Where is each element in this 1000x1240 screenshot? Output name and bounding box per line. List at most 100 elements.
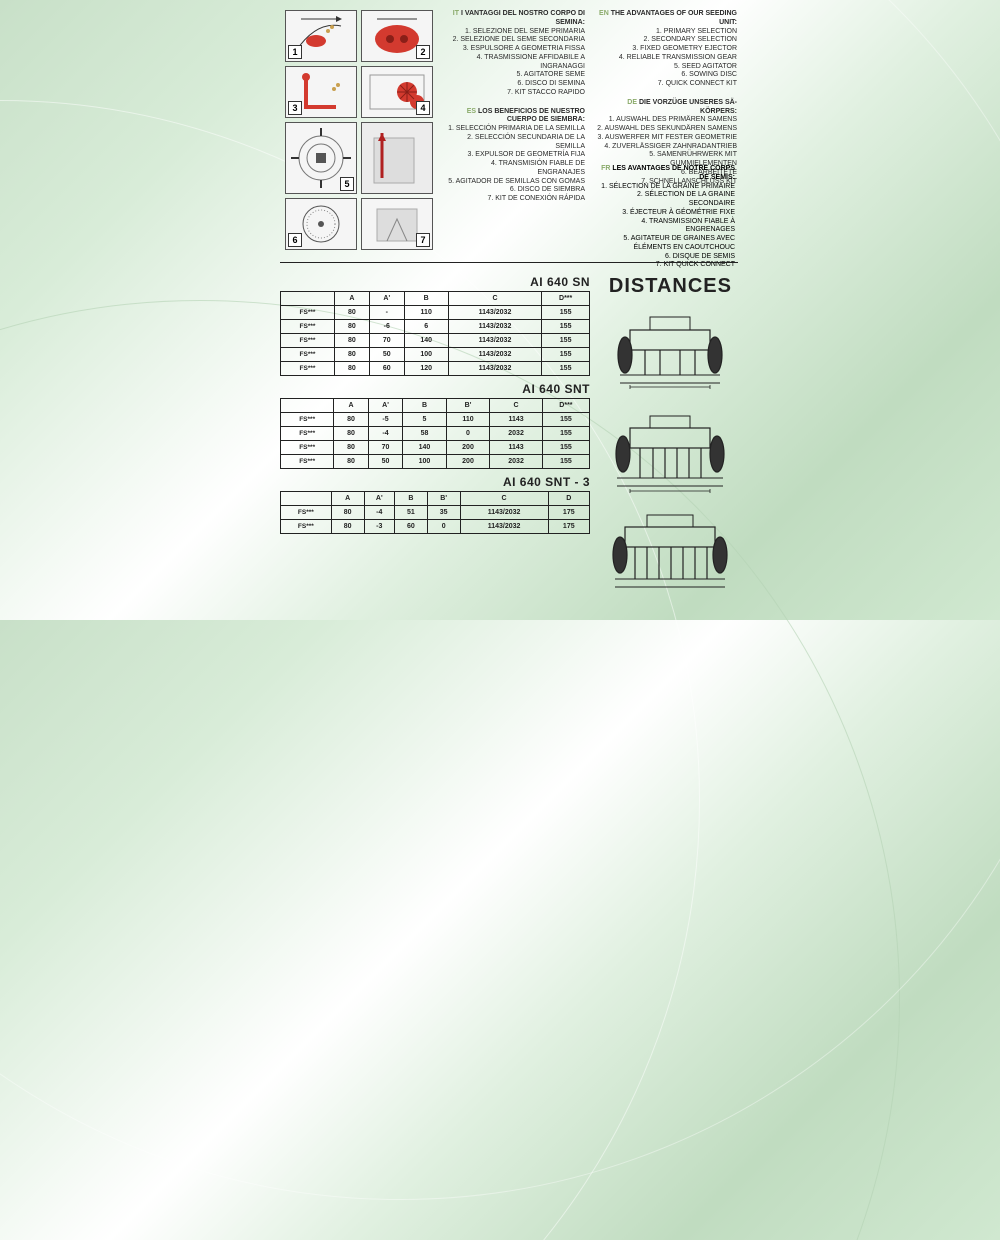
table-cell: FS*** <box>281 506 332 520</box>
table-row: FS***80-551101143155 <box>281 413 590 427</box>
table-cell: 50 <box>368 455 402 469</box>
table-cell: 155 <box>542 413 589 427</box>
diagram-3: 3 <box>285 66 357 118</box>
table-cell: 140 <box>403 441 447 455</box>
table-cell: 50 <box>369 348 404 362</box>
diagram-number-2: 2 <box>416 45 430 59</box>
lang-title: I VANTAGGI DEL NOSTRO CORPO DI SEMINA: <box>461 10 585 26</box>
table-cell: FS*** <box>281 320 335 334</box>
machine-drawing-2 <box>605 406 735 501</box>
lang-block: ES LOS BENEFICIOS DE NUESTRO CUERPO DE S… <box>445 108 585 204</box>
table-cell: -5 <box>368 413 402 427</box>
lang-item: 5. SEED AGITATOR <box>674 63 737 70</box>
lang-item: 3. AUSWERFER MIT FESTER GEOMETRIE <box>598 134 738 141</box>
table-cell: 51 <box>394 506 427 520</box>
table-title: AI 640 SN <box>280 275 590 289</box>
table-header: B <box>394 492 427 506</box>
table-cell: 5 <box>403 413 447 427</box>
lang-item: 6. DISCO DI SEMINA <box>517 80 585 87</box>
table-header: C <box>490 399 543 413</box>
lang-item: 4. RELIABLE TRANSMISSION GEAR <box>619 54 737 61</box>
seeding-diagrams: 1 2 3 <box>285 10 435 254</box>
machine-drawing-3 <box>605 507 735 602</box>
table-cell: 155 <box>542 348 590 362</box>
table-cell: 155 <box>542 441 589 455</box>
table-header: D*** <box>542 292 590 306</box>
lang-title: LES AVANTAGES DE NOTRE CORPS DE SEMIS: <box>612 165 735 181</box>
table-cell: FS*** <box>281 427 334 441</box>
table-cell: 80 <box>334 348 369 362</box>
spec-table-block: AI 640 SNAA'BCD***FS***80-1101143/203215… <box>280 275 590 376</box>
spec-tables: AI 640 SNAA'BCD***FS***80-1101143/203215… <box>280 275 590 540</box>
lang-code: FR <box>601 165 610 172</box>
table-row: FS***80-451351143/2032175 <box>281 506 590 520</box>
lang-item: 4. TRASMISSIONE AFFIDABILE A INGRANAGGI <box>477 54 585 70</box>
lang-block: EN THE ADVANTAGES OF OUR SEEDING UNIT:1.… <box>597 10 737 89</box>
table-row: FS***80501002002032155 <box>281 455 590 469</box>
spec-table: AA'BCD***FS***80-1101143/2032155FS***80-… <box>280 291 590 376</box>
table-header: D*** <box>542 399 589 413</box>
diagram-4: 4 <box>361 66 433 118</box>
lang-code: DE <box>627 99 637 106</box>
table-cell: 155 <box>542 334 590 348</box>
diagram-2: 2 <box>361 10 433 62</box>
lang-item: 2. SELECCIÓN SECUNDARIA DE LA SEMILLA <box>467 134 585 150</box>
table-cell: 70 <box>368 441 402 455</box>
lang-item: 6. DISQUE DE SEMIS <box>665 253 735 260</box>
table-header <box>281 399 334 413</box>
table-cell: FS*** <box>281 362 335 376</box>
table-cell: 80 <box>334 427 368 441</box>
table-cell: 1143/2032 <box>460 506 548 520</box>
table-title: AI 640 SNT <box>280 382 590 396</box>
table-cell: -4 <box>368 427 402 441</box>
lang-item: 3. ÉJECTEUR À GÉOMÉTRIE FIXE <box>622 209 735 216</box>
diagram-number-4: 4 <box>416 101 430 115</box>
table-cell: 80 <box>334 455 368 469</box>
table-cell: 6 <box>404 320 448 334</box>
table-header: A' <box>368 399 402 413</box>
table-cell: 80 <box>331 506 364 520</box>
table-cell: - <box>369 306 404 320</box>
table-cell: 1143/2032 <box>448 348 542 362</box>
distances-title: DISTANCES <box>609 275 732 298</box>
table-row: FS***80701401143/2032155 <box>281 334 590 348</box>
lang-block: FR LES AVANTAGES DE NOTRE CORPS DE SEMIS… <box>595 165 735 270</box>
lang-block: IT I VANTAGGI DEL NOSTRO CORPO DI SEMINA… <box>445 10 585 98</box>
table-cell: 155 <box>542 320 590 334</box>
table-cell: 140 <box>404 334 448 348</box>
table-header: B <box>403 399 447 413</box>
table-cell: 1143/2032 <box>448 320 542 334</box>
diagram-number-5: 5 <box>340 177 354 191</box>
lang-item: 6. DISCO DE SIEMBRA <box>510 186 585 193</box>
table-cell: 200 <box>446 455 490 469</box>
table-header: B <box>404 292 448 306</box>
lang-item: 5. AGITATEUR DE GRAINES AVEC ÉLÉMENTS EN… <box>623 235 735 251</box>
table-cell: FS*** <box>281 520 332 534</box>
diagram-number-1: 1 <box>288 45 302 59</box>
table-cell: 80 <box>334 362 369 376</box>
table-cell: 100 <box>404 348 448 362</box>
table-cell: 60 <box>394 520 427 534</box>
table-cell: 2032 <box>490 427 543 441</box>
table-row: FS***80-1101143/2032155 <box>281 306 590 320</box>
table-cell: 110 <box>446 413 490 427</box>
lang-title: DIE VORZÜGE UNSERES SÄ-KÖRPERS: <box>639 99 737 115</box>
table-cell: 155 <box>542 427 589 441</box>
lang-item: 1. AUSWAHL DES PRIMÄREN SAMENS <box>609 116 737 123</box>
table-cell: 1143/2032 <box>448 334 542 348</box>
table-cell: 2032 <box>490 455 543 469</box>
table-header <box>281 492 332 506</box>
table-header: A' <box>369 292 404 306</box>
table-cell: 110 <box>404 306 448 320</box>
diagram-number-6: 6 <box>288 233 302 247</box>
lang-item: 3. EXPULSOR DE GEOMETRÍA FIJA <box>468 151 585 158</box>
table-cell: 155 <box>542 362 590 376</box>
table-cell: 100 <box>403 455 447 469</box>
lang-item: 1. SELEZIONE DEL SEME PRIMARIA <box>465 28 585 35</box>
table-cell: 200 <box>446 441 490 455</box>
spec-table: AA'BB'CDFS***80-451351143/2032175FS***80… <box>280 491 590 534</box>
lang-item: 1. SÉLECTION DE LA GRAINE PRIMAIRE <box>601 183 735 190</box>
diagram-1: 1 <box>285 10 357 62</box>
lang-item: 3. ESPULSORE A GEOMETRIA FISSA <box>463 45 585 52</box>
diagram-5: 5 <box>285 122 357 194</box>
